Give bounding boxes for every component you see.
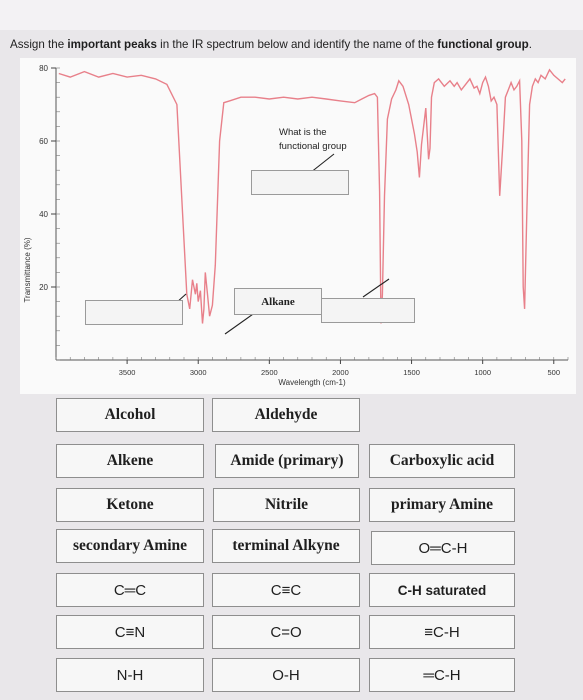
answer-card-label: Carboxylic acid [389, 452, 495, 469]
answer-card-amide-primary[interactable]: Amide (primary) [215, 444, 359, 478]
answer-card-label: secondary Amine [72, 537, 188, 554]
answer-card-c-h[interactable]: ≡C-H [369, 615, 515, 649]
answer-card-alcohol[interactable]: Alcohol [56, 398, 204, 432]
answer-card-carboxylic-acid[interactable]: Carboxylic acid [369, 444, 515, 478]
x-tick-label: 2000 [332, 368, 349, 377]
x-tick-label: 3500 [119, 368, 136, 377]
answer-card-label: terminal Alkyne [232, 537, 340, 554]
y-tick-label: 40 [39, 210, 48, 219]
answer-card-label: primary Amine [390, 496, 494, 513]
x-tick-label: 500 [548, 368, 561, 377]
spectrum-line [58, 68, 566, 324]
question-label-line1: What is the [279, 127, 327, 138]
answer-card-c-h[interactable]: ═C-H [369, 658, 515, 692]
x-tick-label: 3000 [190, 368, 207, 377]
alkane-label: Alkane [261, 295, 295, 308]
prompt-text-1: Assign the [10, 38, 68, 51]
chart-ticks: 20 40 60 80 3500 3000 2500 2000 1500 1000 500 [39, 64, 569, 377]
answer-card-ketone[interactable]: Ketone [56, 488, 204, 522]
drop-target-peak-left[interactable] [85, 300, 183, 325]
prompt-text-3: . [528, 38, 532, 51]
answer-card-label: C≡C [270, 581, 302, 599]
answer-card-c-c[interactable]: C≡C [212, 573, 360, 607]
answer-card-label: C≡N [114, 623, 146, 641]
answer-card-terminal-alkyne[interactable]: terminal Alkyne [212, 529, 360, 563]
answer-card-c-o[interactable]: C=O [212, 615, 360, 649]
answer-card-label: C=O [270, 623, 302, 641]
answer-card-aldehyde[interactable]: Aldehyde [212, 398, 360, 432]
ir-spectrum-chart: 20 40 60 80 3500 3000 2500 2000 1500 1000 500 Tran… [20, 58, 576, 394]
drop-target-alkane[interactable]: Alkane [234, 288, 322, 315]
x-tick-label: 1000 [474, 368, 491, 377]
top-bar [0, 0, 583, 30]
answer-card-c-h-saturated[interactable]: C-H saturated [369, 573, 515, 607]
pointer-line-right [362, 278, 390, 298]
answer-card-label: Ketone [106, 496, 154, 513]
drop-target-peak-right[interactable] [321, 298, 415, 323]
y-axis-label: Transmittance (%) [23, 237, 32, 302]
answer-card-label: O═C-H [418, 539, 468, 557]
answer-card-c-n[interactable]: C≡N [56, 615, 204, 649]
y-tick-label: 20 [39, 283, 48, 292]
answer-card-label: Alkene [106, 452, 154, 469]
answer-card-label: N-H [116, 666, 144, 684]
answer-card-label: Amide (primary) [230, 452, 344, 469]
prompt-bold-2: functional group [437, 38, 529, 51]
answer-card-label: ═C-H [423, 666, 461, 684]
answer-card-label: C-H saturated [397, 582, 487, 598]
pointer-line-middle [224, 311, 257, 335]
prompt-text-2: in the IR spectrum below and identify th… [156, 38, 438, 51]
prompt-bold-1: important peaks [67, 38, 157, 51]
answer-card-alkene[interactable]: Alkene [56, 444, 204, 478]
answer-card-label: Nitrile [264, 496, 309, 513]
answer-card-label: ≡C-H [424, 623, 460, 641]
x-tick-label: 1500 [403, 368, 420, 377]
answer-card-n-h[interactable]: N-H [56, 658, 204, 692]
pointer-line-question [309, 153, 335, 174]
answer-card-label: C═C [113, 581, 147, 599]
answer-card-secondary-amine[interactable]: secondary Amine [56, 529, 204, 563]
answer-card-o-c-h[interactable]: O═C-H [371, 531, 515, 565]
answer-card-label: Aldehyde [254, 406, 318, 423]
answer-card-label: Alcohol [104, 406, 156, 423]
answer-card-primary-amine[interactable]: primary Amine [369, 488, 515, 522]
answer-card-nitrile[interactable]: Nitrile [213, 488, 360, 522]
answer-card-o-h[interactable]: O-H [212, 658, 360, 692]
x-tick-label: 2500 [261, 368, 278, 377]
y-tick-label: 60 [39, 137, 48, 146]
x-axis-label: Wavelength (cm-1) [278, 378, 346, 387]
question-prompt: Assign the important peaks in the IR spe… [10, 38, 580, 51]
drop-target-functional-group[interactable] [251, 170, 349, 195]
answer-card-label: O-H [272, 666, 300, 684]
answer-card-c-c[interactable]: C═C [56, 573, 204, 607]
y-tick-label: 80 [39, 64, 48, 73]
question-label-line2: functional group [279, 141, 347, 152]
